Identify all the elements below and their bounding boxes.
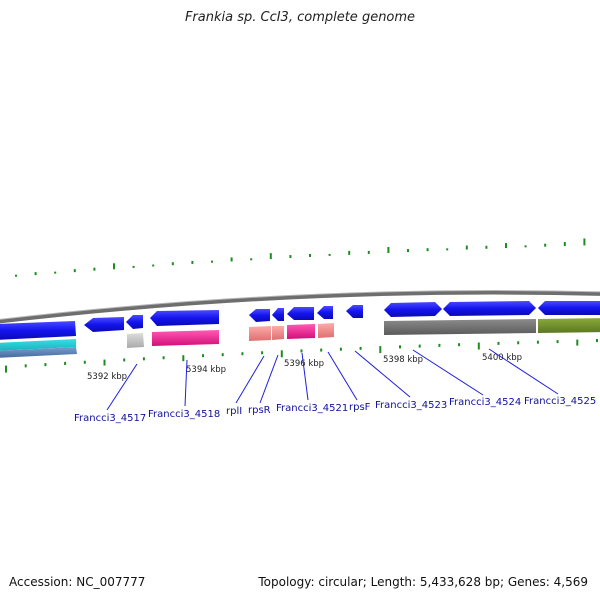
- gc-content-marks: [15, 238, 586, 277]
- cds-feature: [249, 309, 270, 322]
- kbp-label: 5394 kbp: [186, 365, 226, 375]
- gene-labels: Francci3_4517 Francci3_4518 rplI rpsR Fr…: [74, 396, 596, 424]
- genome-summary-text: Topology: circular; Length: 5,433,628 bp…: [258, 575, 588, 589]
- trna-feature: [127, 333, 144, 348]
- label-line: [235, 355, 265, 404]
- cds-feature: [126, 315, 143, 329]
- label-line: [327, 351, 358, 401]
- cds-feature: [287, 307, 314, 320]
- gene-label-francci3-4524: Francci3_4524: [449, 397, 521, 408]
- kbp-label: 5396 kbp: [284, 359, 324, 369]
- cds-feature: [538, 301, 600, 315]
- gene-label-rpsr: rpsR: [248, 405, 271, 416]
- gene-label-francci3-4517: Francci3_4517: [74, 413, 146, 424]
- forward-strand-features: [0, 301, 600, 340]
- gene-label-rpsf: rpsF: [349, 402, 371, 413]
- salmon-feature: [272, 326, 284, 340]
- gene-label-francci3-4521: Francci3_4521: [276, 403, 348, 414]
- genome-backbone-highlight: [0, 290, 600, 320]
- gene-label-rpli: rplI: [226, 406, 242, 417]
- label-line: [106, 363, 138, 411]
- kbp-label: 5392 kbp: [87, 372, 127, 382]
- label-line: [259, 354, 279, 404]
- gray-feature: [384, 319, 536, 335]
- steel-feature: [0, 347, 77, 358]
- genome-backbone: [0, 290, 600, 324]
- cds-feature: [443, 301, 536, 316]
- cds-feature: [150, 310, 219, 326]
- magenta-feature: [152, 330, 219, 346]
- label-line: [488, 348, 559, 395]
- gene-label-lines: [106, 348, 559, 411]
- cyan-feature: [0, 339, 76, 351]
- cds-feature: [317, 306, 333, 319]
- map-title: Frankia sp. CcI3, complete genome: [184, 10, 416, 25]
- cds-feature: [346, 305, 363, 318]
- cds-feature: [384, 302, 442, 317]
- label-line: [184, 359, 188, 407]
- label-line: [301, 352, 309, 401]
- gene-label-francci3-4525: Francci3_4525: [524, 396, 596, 407]
- olive-feature: [538, 318, 600, 333]
- label-line: [412, 349, 484, 396]
- lower-gc-marks: [5, 339, 598, 373]
- salmon-feature: [318, 323, 334, 338]
- cds-feature: [0, 321, 76, 340]
- magenta-feature: [287, 324, 315, 339]
- gene-label-francci3-4523: Francci3_4523: [375, 400, 447, 411]
- gene-label-francci3-4518: Francci3_4518: [148, 409, 220, 420]
- label-line: [354, 350, 411, 398]
- kbp-label: 5398 kbp: [383, 355, 423, 365]
- salmon-feature: [249, 326, 271, 341]
- cds-feature: [272, 308, 284, 321]
- accession-text: Accession: NC_007777: [9, 575, 146, 589]
- cds-feature: [84, 317, 124, 332]
- feature-row-2: [0, 318, 600, 358]
